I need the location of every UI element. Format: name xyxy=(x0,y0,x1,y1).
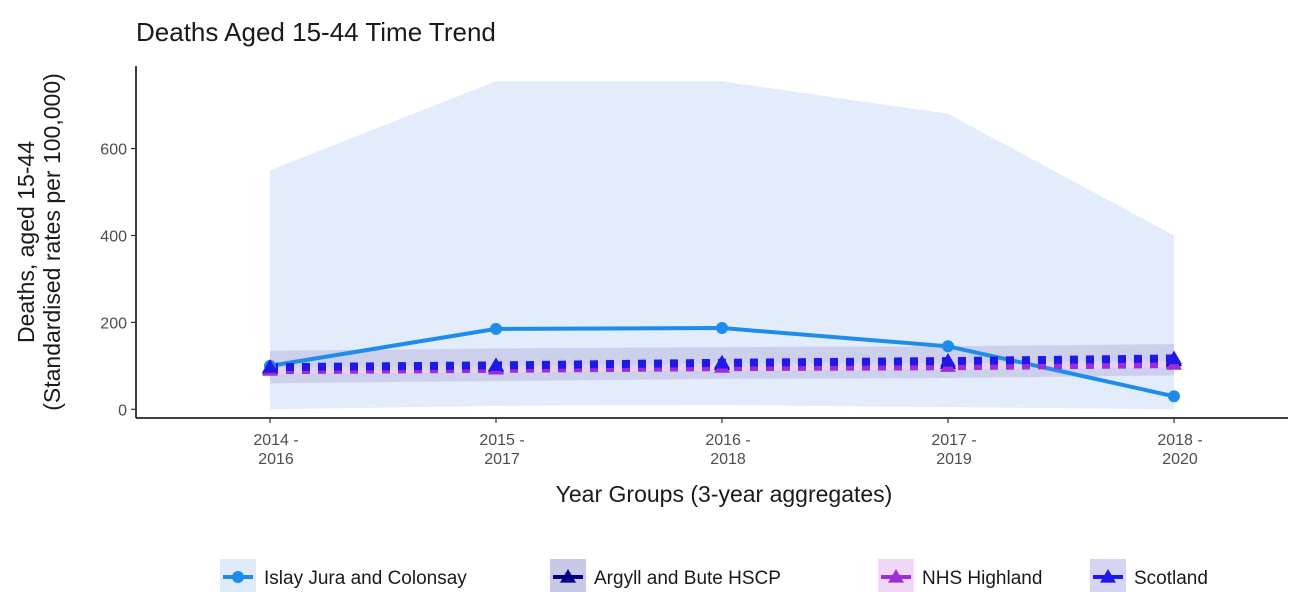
x-tick-label: 2019 xyxy=(936,451,972,468)
legend-key-marker xyxy=(232,571,244,583)
data-point-islay-jura-and-colonsay-2 xyxy=(716,322,728,335)
y-axis-label-line-1: Deaths, aged 15-44 xyxy=(13,141,39,343)
x-axis-label: Year Groups (3-year aggregates) xyxy=(556,481,893,507)
legend-label: Argyll and Bute HSCP xyxy=(594,568,781,589)
y-axis-label: Deaths, aged 15-44 (Standardised rates p… xyxy=(13,73,65,411)
chart-title: Deaths Aged 15-44 Time Trend xyxy=(136,17,496,47)
data-point-islay-jura-and-colonsay-1 xyxy=(490,322,502,335)
x-tick-label: 2015 - xyxy=(479,432,524,449)
x-tick-label: 2020 xyxy=(1162,451,1198,468)
x-tick-labels: 2014 - 2016 2015 - 2017 2016 - 2018 2017 - 2019… xyxy=(253,432,1202,468)
x-tick-label: 2014 - xyxy=(253,432,298,449)
legend-key-marker xyxy=(560,569,576,583)
x-tick-label: 2018 - xyxy=(1157,432,1202,449)
x-tick-label: 2017 xyxy=(484,451,520,468)
series-points xyxy=(262,322,1182,403)
x-tick-label: 2017 - xyxy=(931,432,976,449)
data-point-islay-jura-and-colonsay-3 xyxy=(942,340,954,353)
legend: Islay Jura and Colonsay Argyll and Bute H… xyxy=(220,559,1208,592)
legend-label: Islay Jura and Colonsay xyxy=(264,568,467,589)
y-axis-label-line-2: (Standardised rates per 100,000) xyxy=(39,73,65,411)
legend-key-marker xyxy=(1100,569,1116,583)
data-point-scotland-3 xyxy=(940,353,956,367)
axes xyxy=(131,66,1288,423)
data-point-scotland-4 xyxy=(1166,350,1182,365)
data-point-scotland-0 xyxy=(262,359,278,373)
y-tick-label: 0 xyxy=(118,402,127,419)
y-tick-labels: 0 200 400 600 xyxy=(100,142,127,420)
y-tick-label: 400 xyxy=(100,228,127,245)
x-tick-label: 2016 - xyxy=(705,432,750,449)
data-point-scotland-1 xyxy=(488,357,504,372)
y-tick-label: 200 xyxy=(100,315,127,332)
data-point-scotland-2 xyxy=(714,354,730,369)
data-point-islay-jura-and-colonsay-4 xyxy=(1168,390,1180,403)
legend-key-marker xyxy=(888,569,904,583)
legend-label: Scotland xyxy=(1134,568,1208,589)
legend-label: NHS Highland xyxy=(922,568,1042,589)
x-tick-label: 2016 xyxy=(258,451,294,468)
y-tick-label: 600 xyxy=(100,142,127,159)
x-tick-label: 2018 xyxy=(710,451,746,468)
